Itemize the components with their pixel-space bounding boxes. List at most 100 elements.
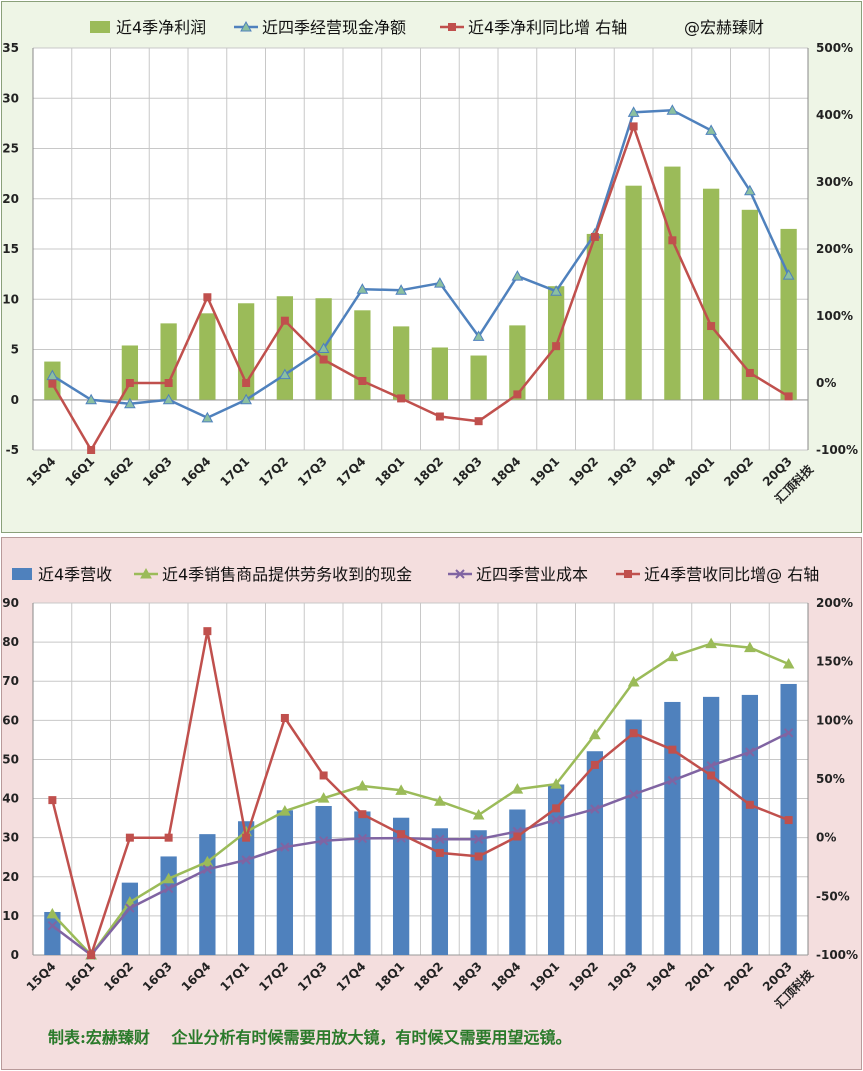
bar	[392, 817, 410, 955]
point-marker-triangle	[666, 650, 679, 662]
point-marker-square	[242, 833, 251, 842]
legend-note: @宏赫臻财	[684, 18, 764, 37]
point-marker-x	[473, 834, 484, 844]
x-axis-tick-label: 20Q2	[721, 454, 756, 489]
legend-label: 近4季营收	[38, 565, 112, 584]
series-line	[51, 109, 790, 420]
bar	[664, 701, 681, 955]
right-axis-tick-label: -100%	[816, 443, 858, 457]
point-marker-triangle	[356, 283, 369, 294]
right-axis-tick-label: 0%	[816, 376, 836, 390]
bar	[276, 810, 294, 955]
right-axis-tick-label: 200%	[816, 242, 853, 256]
point-marker-triangle	[782, 657, 795, 669]
point-marker-triangle	[666, 104, 679, 115]
point-marker-triangle	[782, 269, 795, 280]
x-axis-tick-label: 17Q1	[217, 454, 252, 489]
left-axis-tick-label: 0	[11, 948, 19, 962]
left-axis-tick-label: 5	[11, 343, 19, 357]
point-marker-x	[241, 855, 251, 865]
point-marker-x	[435, 834, 445, 844]
point-marker-triangle	[46, 907, 59, 919]
x-axis-tick-label: 16Q4	[179, 454, 214, 489]
bar	[354, 310, 371, 400]
left-axis-tick-label: 80	[2, 635, 19, 649]
x-axis-tick-label: 16Q1	[62, 959, 97, 994]
point-marker-square	[707, 322, 716, 331]
point-marker-triangle	[279, 805, 291, 816]
point-marker-triangle	[46, 369, 59, 381]
point-marker-x	[628, 789, 639, 799]
bar	[392, 326, 410, 400]
point-marker-triangle	[744, 641, 756, 653]
profit-chart: -5 0 5 10 15 20 25 30 35 -100% 0% 100% 200% 300% 400% 5…	[2, 18, 858, 506]
point-marker-x	[357, 833, 368, 844]
point-marker-square	[358, 810, 367, 819]
point-marker-square	[668, 745, 677, 754]
bar	[199, 313, 216, 400]
x-axis-tick-label: 18Q3	[450, 454, 485, 489]
point-marker-square	[590, 760, 599, 769]
point-marker-square	[590, 232, 599, 241]
left-axis-tick-label: 35	[2, 41, 19, 55]
point-marker-triangle	[201, 411, 214, 423]
point-marker-x	[318, 836, 329, 846]
point-marker-x	[202, 864, 213, 875]
point-marker-square	[474, 417, 483, 426]
x-axis-tick-label: 17Q2	[256, 454, 291, 489]
point-marker-x	[125, 903, 135, 913]
x-axis-tick-label: 18Q1	[372, 454, 407, 489]
series-line	[51, 125, 790, 452]
point-marker-square	[397, 830, 406, 839]
point-marker-x	[280, 842, 290, 852]
left-axis-tick-label: 30	[2, 831, 19, 845]
right-axis-tick-label: 400%	[816, 108, 853, 122]
point-marker-triangle	[550, 285, 562, 296]
x-axis-tick-label: 17Q4	[334, 454, 369, 489]
bar	[315, 805, 332, 955]
legend-label: 近4季销售商品提供劳务收到的现金	[162, 565, 412, 584]
series-line	[51, 731, 790, 957]
point-marker-triangle	[472, 808, 485, 820]
x-axis-tick-label: 17Q2	[256, 959, 291, 994]
left-axis-tick-label: 70	[2, 674, 19, 688]
series-line	[51, 629, 790, 957]
bar	[625, 185, 642, 400]
legend-label: 近4季净利同比增 右轴	[468, 18, 627, 37]
footer-text: 制表:宏赫臻财 企业分析有时候需要用放大镜，有时候又需要用望远镜。	[48, 1028, 571, 1047]
point-marker-triangle	[201, 855, 214, 867]
point-marker-square	[552, 804, 561, 813]
point-marker-x	[551, 814, 561, 825]
left-axis-tick-label: 60	[2, 713, 19, 727]
bar	[509, 325, 526, 400]
bar	[547, 784, 565, 955]
point-marker-triangle	[279, 368, 291, 380]
legend-label: 近四季营业成本	[476, 565, 588, 584]
right-axis-tick-label: 50%	[816, 772, 845, 786]
bar	[509, 809, 526, 955]
point-marker-square	[87, 951, 96, 959]
point-marker-triangle	[705, 124, 717, 135]
legend-marker	[455, 569, 465, 579]
x-axis-tick-label: 19Q1	[527, 454, 562, 489]
legend-marker	[140, 567, 152, 579]
point-marker-square	[629, 122, 638, 131]
point-marker-square	[87, 446, 96, 454]
point-marker-square	[784, 392, 793, 401]
right-axis-tick-label: 100%	[816, 713, 853, 727]
point-marker-square	[280, 316, 289, 325]
point-marker-x	[47, 920, 58, 931]
point-marker-square	[397, 394, 406, 403]
point-marker-triangle	[434, 795, 446, 806]
point-marker-square	[358, 376, 367, 385]
bar	[664, 166, 681, 400]
point-marker-triangle	[627, 106, 640, 117]
x-axis-tick-label: 19Q1	[527, 959, 562, 994]
x-axis-tick-label: 20Q1	[682, 454, 717, 489]
point-marker-square	[125, 833, 134, 842]
x-axis-tick-label: 16Q3	[140, 454, 175, 489]
left-axis-tick-label: 15	[2, 242, 19, 256]
legend-marker	[624, 570, 632, 578]
point-marker-triangle	[705, 637, 717, 649]
bar	[199, 834, 216, 955]
